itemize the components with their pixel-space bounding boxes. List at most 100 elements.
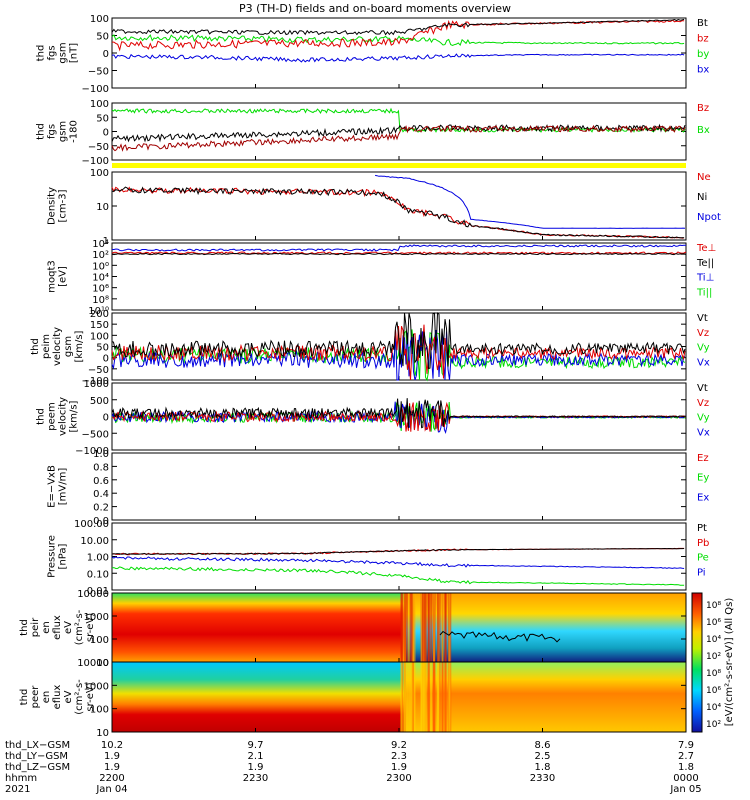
ephemeris-row-label: thd_LZ−GSM bbox=[5, 762, 70, 773]
y-axis-label: Pressure bbox=[47, 535, 58, 578]
spectrogram-streak bbox=[436, 662, 439, 732]
colorbar-label: [eV/(cm²-s-sr-eV)] (All Qs) bbox=[724, 598, 735, 727]
spectrogram-streak bbox=[441, 662, 444, 732]
spectrogram-streak bbox=[436, 593, 439, 662]
spectrogram-streak bbox=[402, 662, 405, 732]
y-tick-label: 1.0 bbox=[93, 449, 109, 460]
ephemeris-value: 2230 bbox=[243, 773, 268, 784]
panel-frame-pressure bbox=[111, 522, 687, 591]
y-axis-label: thd bbox=[36, 408, 47, 425]
y-tick-label: 100 bbox=[90, 99, 109, 110]
y-axis-label: moqt3 bbox=[47, 260, 58, 293]
ephemeris-value: Jan 04 bbox=[95, 784, 127, 795]
y-tick-label: 10⁶ bbox=[92, 284, 109, 295]
spectrogram-streak bbox=[420, 593, 423, 662]
trace-vz bbox=[111, 324, 686, 381]
legend-Vt: Vt bbox=[697, 383, 708, 394]
y-tick-label: 10 bbox=[96, 202, 109, 213]
y-tick-label: 200 bbox=[90, 309, 109, 320]
ephemeris-row-label: hhmm bbox=[5, 773, 37, 784]
y-tick-label: 10000 bbox=[77, 589, 109, 600]
y-axis-label: peim bbox=[41, 334, 52, 359]
ephemeris-value: 1.9 bbox=[104, 762, 120, 773]
y-tick-label: 100 bbox=[90, 168, 109, 179]
y-tick-label: −100 bbox=[82, 376, 109, 387]
y-axis-label: [nPa] bbox=[58, 543, 69, 569]
ephemeris-value: 2.7 bbox=[678, 751, 694, 762]
legend-Ti⊥: Ti⊥ bbox=[696, 273, 714, 284]
trace-pi bbox=[111, 556, 685, 569]
legend-Ey: Ey bbox=[697, 473, 709, 484]
spectrogram-streak bbox=[424, 662, 427, 732]
legend-Vy: Vy bbox=[697, 413, 710, 424]
spectrogram-streak bbox=[433, 662, 436, 732]
y-axis-label: fgs bbox=[47, 45, 58, 60]
spectrogram-streak bbox=[423, 593, 426, 662]
spectrogram-streak bbox=[424, 593, 427, 662]
y-axis-label: peem bbox=[47, 402, 58, 430]
colorbar-tick-label: 10⁸ bbox=[706, 601, 721, 611]
colorbar-tick-label: 10⁴ bbox=[706, 635, 721, 645]
spectrogram-streak bbox=[448, 593, 451, 662]
y-axis-label: en bbox=[41, 621, 52, 634]
colorbar-tick-label: 10⁶ bbox=[706, 686, 721, 696]
y-axis-label: thd bbox=[36, 123, 47, 140]
y-tick-label: 50 bbox=[96, 113, 109, 124]
y-tick-label: 150 bbox=[90, 320, 109, 331]
ephemeris-value: 2.5 bbox=[535, 751, 551, 762]
ephemeris-row-label: thd_LY−GSM bbox=[5, 751, 68, 762]
legend-Ni: Ni bbox=[697, 192, 707, 203]
ephemeris-value: 1.9 bbox=[391, 762, 407, 773]
y-axis-label: en bbox=[41, 691, 52, 704]
y-tick-label: 100 bbox=[90, 635, 109, 646]
trace-vx bbox=[111, 330, 686, 381]
legend-Te||: Te|| bbox=[696, 258, 714, 269]
panel-frame-density bbox=[111, 171, 687, 241]
ephemeris-row-label: thd_LX−GSM bbox=[5, 740, 70, 751]
y-tick-label: 10⁸ bbox=[92, 295, 109, 306]
y-tick-label: −500 bbox=[82, 429, 109, 440]
colorbar-tick-label: 10⁸ bbox=[706, 669, 721, 679]
y-tick-label: 10⁴ bbox=[92, 239, 109, 250]
spectrogram-streak bbox=[430, 593, 433, 662]
trace-pe bbox=[111, 566, 685, 586]
legend-by: by bbox=[697, 49, 709, 60]
y-axis-label: velocity bbox=[52, 327, 63, 366]
trace-btot2 bbox=[111, 123, 686, 143]
spectrogram-streak bbox=[413, 662, 416, 732]
trace-te-par bbox=[111, 252, 687, 256]
spectrogram-streak bbox=[400, 662, 403, 732]
trace-ti-perp bbox=[112, 244, 686, 252]
spectrogram-streak bbox=[406, 662, 409, 732]
spectrogram-streak bbox=[430, 662, 433, 732]
colorbar-tick-label: 10⁴ bbox=[706, 703, 721, 713]
y-tick-label: 50 bbox=[96, 343, 109, 354]
peir-spectrogram-right bbox=[406, 593, 686, 662]
spectrogram-streak bbox=[413, 593, 416, 662]
y-tick-label: 10 bbox=[96, 728, 109, 739]
spectrogram-streak bbox=[410, 593, 413, 662]
trace-vt bbox=[111, 311, 686, 370]
legend-Vy: Vy bbox=[697, 343, 710, 354]
legend-Ne: Ne bbox=[697, 172, 711, 183]
trace-npot bbox=[375, 174, 686, 229]
spectrogram-streak bbox=[411, 593, 414, 662]
y-tick-label: 10000 bbox=[77, 658, 109, 669]
spectrogram-streak bbox=[409, 662, 412, 732]
peer-spectrogram-left bbox=[112, 662, 406, 732]
y-axis-label: eV bbox=[63, 690, 74, 703]
y-tick-label: 10⁰ bbox=[92, 261, 109, 272]
y-tick-label: 0.4 bbox=[93, 489, 109, 500]
legend-Ex: Ex bbox=[697, 492, 709, 503]
y-tick-label: 10.00 bbox=[80, 536, 109, 547]
plot-title: P3 (TH-D) fields and on-board moments ov… bbox=[239, 2, 511, 15]
y-axis-label: peer bbox=[30, 685, 41, 709]
legend-Bt: Bt bbox=[697, 18, 708, 29]
y-tick-label: 100 bbox=[90, 331, 109, 342]
spectrogram-streak bbox=[444, 662, 447, 732]
spectrogram-streak bbox=[407, 593, 410, 662]
legend-Pe: Pe bbox=[697, 553, 709, 564]
spectrogram-streak bbox=[404, 662, 407, 732]
trace-bt bbox=[111, 18, 685, 36]
y-tick-label: 0 bbox=[103, 128, 109, 139]
